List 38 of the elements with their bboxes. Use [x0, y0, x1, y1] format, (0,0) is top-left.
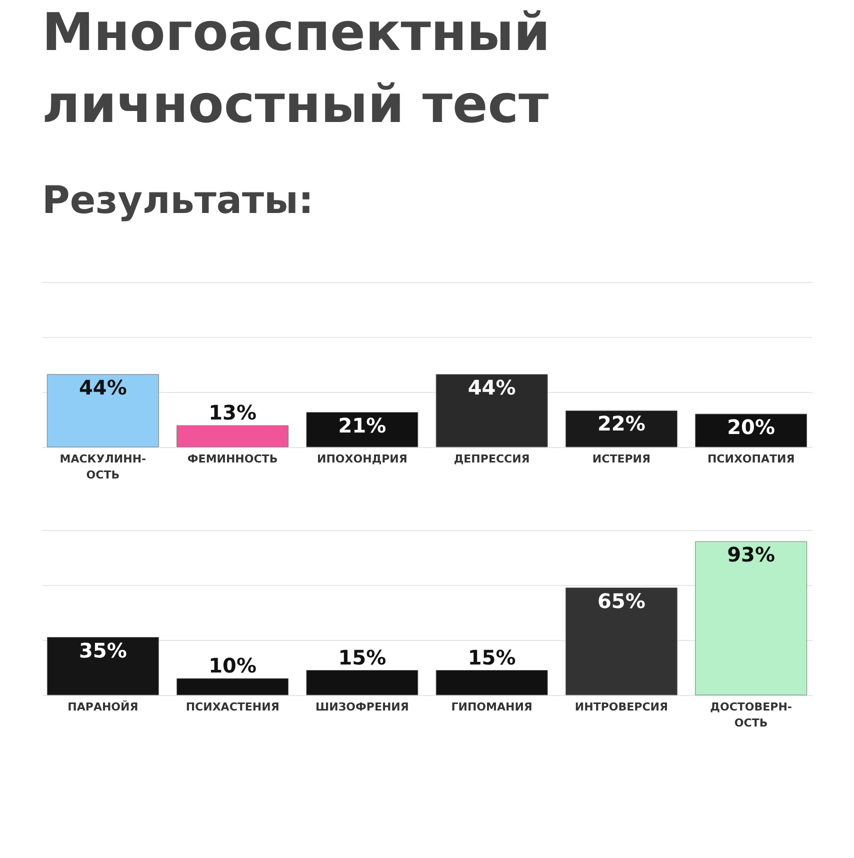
data-label: 21% — [338, 413, 386, 438]
bar — [565, 588, 678, 696]
data-label: 15% — [338, 645, 386, 670]
x-tick-label: ПСИХОПАТИЯ — [707, 452, 795, 466]
x-tick-label: ИПОХОНДРИЯ — [317, 452, 408, 466]
x-tick-label: ИСТЕРИЯ — [592, 452, 650, 466]
data-label: 13% — [208, 400, 256, 425]
bar — [176, 425, 289, 448]
bar — [436, 670, 548, 696]
bar — [436, 374, 548, 448]
data-label: 65% — [598, 588, 646, 613]
x-tick-label: ШИЗОФРЕНИЯ — [316, 700, 409, 714]
bar — [176, 678, 289, 696]
bar — [695, 541, 808, 696]
data-label: 35% — [78, 638, 127, 662]
bar — [695, 414, 808, 448]
chart-subtitle: Результаты: — [42, 178, 314, 222]
x-tick-label: ФЕМИННОСТЬ — [187, 452, 278, 466]
data-label: 20% — [727, 415, 776, 439]
x-tick-label: ПСИХАСТЕНИЯ — [186, 700, 280, 714]
bar — [565, 410, 678, 448]
x-tick-label: ДЕПРЕССИЯ — [454, 452, 530, 466]
bar — [46, 374, 159, 448]
data-label: 10% — [208, 654, 256, 678]
data-label: 44% — [78, 375, 127, 400]
data-label: 44% — [468, 375, 516, 400]
chart-title: Многоаспектный личностный тест — [42, 3, 550, 135]
bar — [46, 637, 159, 696]
x-tick-label: ГИПОМАНИЯ — [451, 700, 532, 714]
bar — [306, 670, 418, 696]
x-tick-label: ПАРАНОЙЯ — [68, 700, 138, 714]
x-tick-label: МАСКУЛИНН- ОСТЬ — [60, 452, 146, 482]
data-label: 93% — [727, 542, 776, 567]
x-tick-label: ИНТРОВЕРСИЯ — [574, 700, 668, 714]
data-label: 22% — [598, 412, 646, 436]
data-label: 15% — [468, 645, 516, 670]
bar — [306, 412, 418, 448]
x-tick-label: ДОСТОВЕРН- ОСТЬ — [710, 700, 792, 730]
